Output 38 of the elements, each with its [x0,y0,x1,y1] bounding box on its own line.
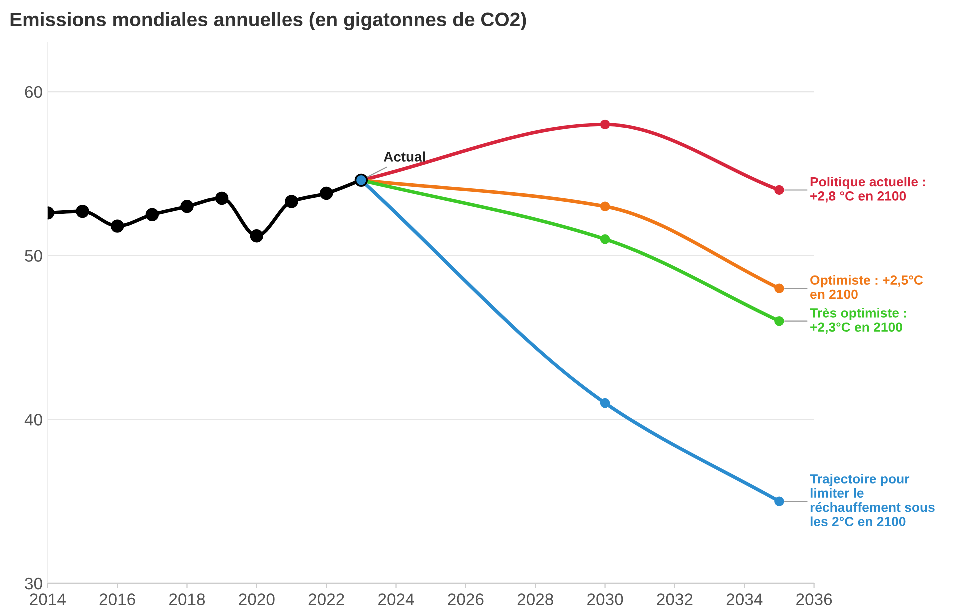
point [320,186,334,200]
point [110,220,124,233]
x-tick-label: 2034 [726,594,763,606]
point [600,234,610,244]
x-tick-label: 2026 [448,594,484,606]
point [600,202,610,212]
y-tick-label: 40 [24,414,42,426]
x-tick-label: 2036 [796,594,832,606]
x-tick-label: 2030 [588,594,624,606]
point [146,208,160,222]
point [774,284,784,294]
x-tick-label: 2022 [308,594,344,606]
x-tick-label: 2024 [378,594,414,606]
point [250,230,264,243]
point [76,204,90,218]
x-tick-label: 2018 [170,594,206,606]
y-tick-label: 30 [25,578,42,590]
x-tick-label: 2032 [657,594,693,606]
x-tick-label: 2014 [30,594,66,606]
point [600,120,610,130]
x-tick-label: 2020 [239,594,275,606]
point [774,316,784,326]
text: Très optimiste : +2,3°C en 2100 [810,308,906,334]
point [600,398,610,408]
x-tick-label: 2028 [518,594,554,606]
point [774,185,784,196]
point [774,496,784,506]
x-tick-label: 2016 [100,594,136,606]
text: Trajectoire pour limiter le réchauffement sous les 2°C en 2100 [810,474,935,526]
point [180,200,194,214]
y-tick-label: 60 [25,86,42,98]
point [215,192,229,206]
point [285,195,298,208]
y-tick-label: 50 [25,250,42,262]
text: Politique actuelle : +2,8 °C en 2100 [810,176,926,203]
chart-title: Emissions mondiales annuelles (en gigatonnes de CO2) [10,12,526,30]
annotation: Actual [384,152,426,162]
text: Optimiste : +2,5°C en 2100 [810,275,924,300]
